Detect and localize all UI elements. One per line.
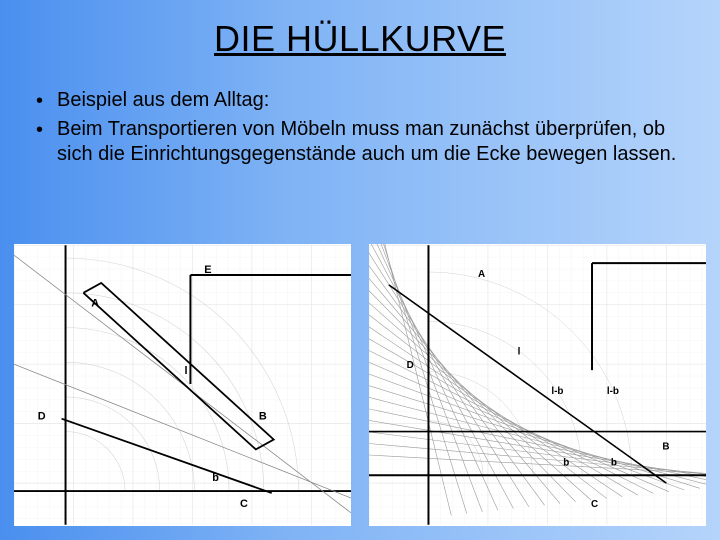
svg-text:B: B — [259, 411, 267, 423]
list-item: • Beim Transportieren von Möbeln muss ma… — [36, 117, 690, 168]
page-title: DIE HÜLLKURVE — [0, 0, 720, 88]
list-item: • Beispiel aus dem Alltag: — [36, 88, 690, 115]
bullet-dot-icon: • — [36, 89, 43, 115]
svg-text:b: b — [563, 457, 569, 468]
svg-text:E: E — [204, 264, 211, 276]
svg-text:b: b — [212, 472, 219, 484]
svg-text:l: l — [518, 346, 521, 357]
svg-text:b: b — [611, 457, 617, 468]
svg-text:D: D — [38, 411, 46, 423]
svg-text:l-b: l-b — [551, 386, 563, 397]
svg-text:A: A — [478, 269, 485, 280]
diagram-right: A B C Dl b b l-b l-b — [369, 244, 706, 526]
svg-text:B: B — [662, 441, 669, 452]
bullet-list: • Beispiel aus dem Alltag: • Beim Transp… — [0, 88, 720, 168]
diagram-left: A B C D El b — [14, 244, 351, 526]
bullet-text: Beim Transportieren von Möbeln muss man … — [57, 117, 690, 168]
svg-text:C: C — [591, 499, 598, 510]
bullet-text: Beispiel aus dem Alltag: — [57, 88, 269, 114]
svg-text:C: C — [240, 498, 248, 510]
diagram-row: A B C D El b A B C Dl b b l-b l-b — [14, 244, 706, 526]
svg-text:A: A — [91, 298, 99, 310]
bullet-dot-icon: • — [36, 118, 43, 144]
svg-text:l-b: l-b — [607, 386, 619, 397]
svg-text:D: D — [407, 360, 414, 371]
svg-text:l: l — [184, 365, 187, 377]
